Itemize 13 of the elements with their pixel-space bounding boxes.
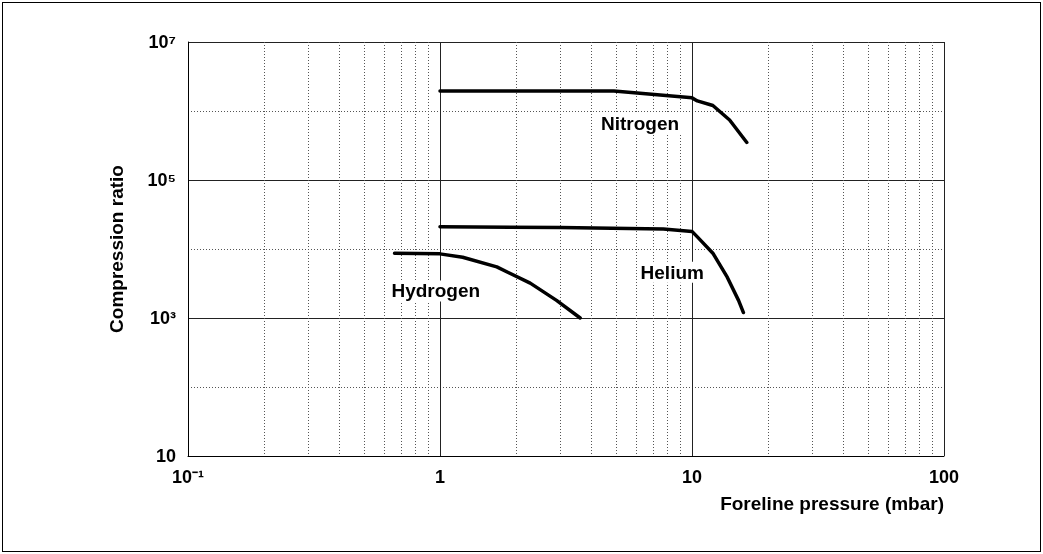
y-axis-title: Compression ratio [106,165,127,333]
y-tick-label: 10 [155,446,176,466]
x-tick-label: 10⁻¹ [171,467,205,487]
series-label: Helium [640,261,704,283]
x-axis-title: Foreline pressure (mbar) [720,493,944,514]
x-tick-label: 100 [928,467,960,487]
series-label: Nitrogen [600,113,680,135]
y-tick-label: 10⁷ [148,32,176,52]
series-label: Hydrogen [391,280,481,302]
x-tick-label: 10 [681,467,703,487]
x-tick-label: 1 [434,467,446,487]
y-tick-label: 10³ [149,308,177,328]
y-tick-label: 10⁵ [147,170,176,190]
